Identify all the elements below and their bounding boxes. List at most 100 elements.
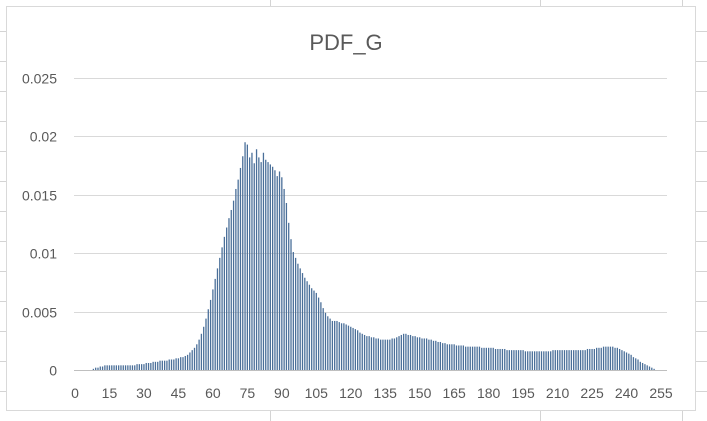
bar [143,364,145,370]
bar [520,350,522,370]
bar [563,350,566,370]
bar [219,257,221,370]
bar [163,360,166,370]
bar [380,339,382,370]
bar [508,350,510,370]
bar [212,289,214,370]
bar [209,299,212,370]
bar [92,368,95,370]
bar [478,346,481,370]
bar [384,339,386,370]
bar [582,350,584,370]
bar [152,361,154,370]
bar [198,339,200,370]
bar [370,337,373,370]
bar [605,346,607,370]
bar [115,365,118,370]
bar [566,350,568,370]
bar [329,318,331,370]
bar [607,346,609,370]
bar [481,347,483,370]
bar [524,351,527,370]
bar [131,365,134,370]
bar [134,365,136,370]
bar [407,334,409,370]
bar [453,344,455,370]
bar [448,344,451,370]
bar [136,364,138,370]
bar [540,351,543,370]
bar [637,359,639,370]
bar [552,350,554,370]
bar [306,281,308,370]
bar [609,346,612,370]
bar [506,350,508,370]
bar [177,358,180,370]
bar [108,365,111,370]
bar [437,341,439,370]
bar [258,157,260,370]
bar [308,284,311,370]
bar [409,334,412,370]
bar [297,263,299,370]
bar [639,361,641,370]
bar [327,316,329,370]
y-axis: 0 0.005 0.01 0.015 0.02 0.025 [22,71,57,379]
bar [455,345,458,370]
bar [517,350,520,370]
bar [189,352,191,370]
bar [292,252,294,370]
bar [180,357,182,370]
bar [492,347,494,370]
bar [317,297,320,370]
bar [501,348,504,370]
bar [573,350,575,370]
bar [191,350,193,370]
bar [368,336,370,370]
bar [474,346,476,370]
bar [630,354,632,370]
x-tick-label: 210 [546,385,570,401]
bar [442,343,444,370]
x-tick-label: 240 [615,385,639,401]
bar [186,354,189,370]
bar [596,347,598,370]
x-tick-label: 45 [171,385,187,401]
bar [184,355,186,370]
bar [249,157,251,370]
bar [301,273,304,370]
bar [623,351,625,370]
bar [425,338,428,370]
bar [465,346,467,370]
x-tick-label: 0 [71,385,79,401]
bar [467,346,469,370]
bar [386,339,389,370]
bar [575,350,577,370]
bar [106,365,108,370]
bar [168,359,170,370]
bar [421,338,423,370]
bar [568,350,570,370]
bar [262,152,265,370]
bar [361,333,363,370]
bar [439,341,442,370]
bar [460,345,462,370]
bar [345,324,347,370]
bar [251,152,253,370]
bar [533,351,536,370]
bar [334,320,336,370]
bar [462,345,465,370]
bar [398,336,400,370]
bar [173,359,175,370]
bar [375,338,377,370]
bar [504,348,506,370]
bar [635,358,637,370]
bar [435,340,437,370]
bar [352,327,354,370]
bar [99,366,101,370]
bar [276,176,278,370]
bar [488,347,490,370]
bar [494,348,497,370]
bar [285,202,288,370]
